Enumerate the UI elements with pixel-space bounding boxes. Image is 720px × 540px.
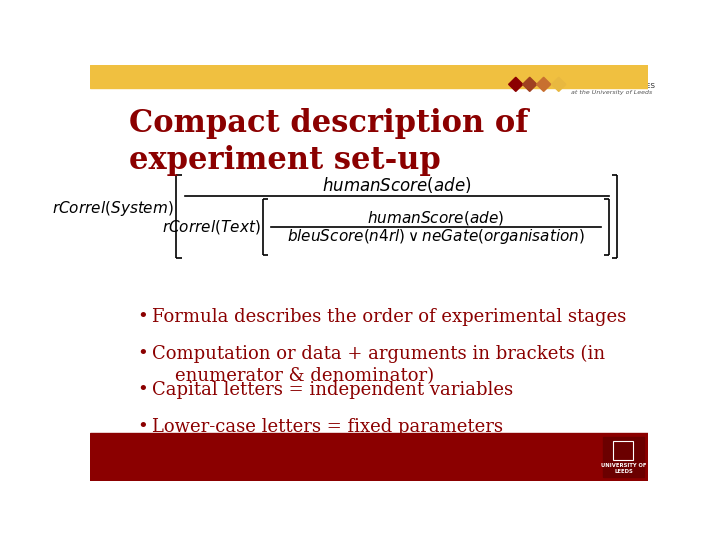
Text: •: • <box>138 418 148 436</box>
Text: at the University of Leeds: at the University of Leeds <box>571 90 652 94</box>
Polygon shape <box>508 77 523 91</box>
Text: Compact description of
experiment set-up: Compact description of experiment set-up <box>129 109 528 177</box>
Bar <box>90 65 648 87</box>
Polygon shape <box>552 77 566 91</box>
Text: Lower-case letters = fixed parameters: Lower-case letters = fixed parameters <box>153 418 503 436</box>
Text: TRANSLATION STUDIES: TRANSLATION STUDIES <box>571 83 655 90</box>
Text: $\mathit{humanScore(ade)}$: $\mathit{humanScore(ade)}$ <box>322 176 472 195</box>
Bar <box>603 436 644 477</box>
Text: LREC 2008
Sensitivity of BLEU vs task-based evaluation: LREC 2008 Sensitivity of BLEU vs task-ba… <box>215 441 523 473</box>
Text: 29 May 2008: 29 May 2008 <box>112 450 203 464</box>
Text: $\mathit{bleuScore(n4rl) \vee neGate(organisation)}$: $\mathit{bleuScore(n4rl) \vee neGate(org… <box>287 227 585 246</box>
Text: •: • <box>138 345 148 363</box>
Text: $\mathit{rCorrel(System)}$: $\mathit{rCorrel(System)}$ <box>52 199 174 218</box>
Text: UNIVERSITY OF
LEEDS: UNIVERSITY OF LEEDS <box>600 463 646 474</box>
Bar <box>90 433 648 481</box>
Text: •: • <box>138 308 148 326</box>
Text: Computation or data + arguments in brackets (in
    enumerator & denominator): Computation or data + arguments in brack… <box>153 345 606 385</box>
Text: CENTRE FOR: CENTRE FOR <box>571 76 630 85</box>
Text: Formula describes the order of experimental stages: Formula describes the order of experimen… <box>153 308 626 326</box>
Polygon shape <box>536 77 551 91</box>
Bar <box>613 441 633 460</box>
Text: 15: 15 <box>590 450 607 464</box>
Text: $\mathit{rCorrel(Text)}$: $\mathit{rCorrel(Text)}$ <box>161 218 260 236</box>
Text: $\mathit{humanScore(ade)}$: $\mathit{humanScore(ade)}$ <box>367 209 505 227</box>
Text: Capital letters = independent variables: Capital letters = independent variables <box>153 381 513 399</box>
Polygon shape <box>523 77 537 91</box>
Text: •: • <box>138 381 148 399</box>
